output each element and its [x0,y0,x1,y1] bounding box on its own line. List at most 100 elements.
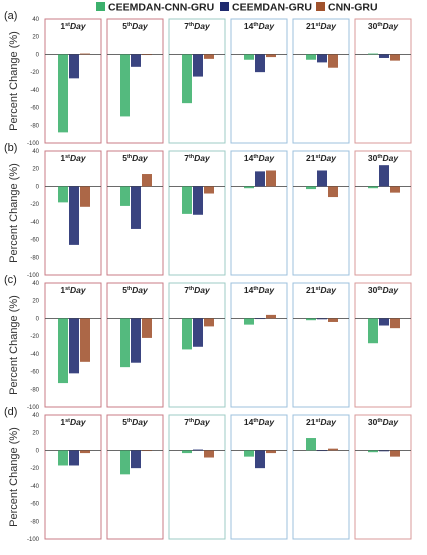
bar-ceemdan-gru [193,318,203,347]
panel-frame [44,282,102,408]
bar-cnn-gru [328,186,338,198]
bar-cnn-gru [80,53,90,55]
bar-ceemdan-cnn-gru [182,450,192,454]
panel-title: 1stDay [60,285,86,295]
bar-ceemdan-gru [317,54,327,63]
panel-title: 21stDay [306,21,337,31]
legend-swatch [316,2,325,11]
y-tick-label: 0 [36,52,40,58]
y-tick-label: 40 [32,17,39,23]
y-tick-label: 0 [36,184,40,190]
y-tick-label: -20 [30,466,39,472]
bar-ceemdan-gru [317,170,327,187]
y-tick-label: -60 [30,238,39,244]
legend-swatch [96,2,105,11]
y-axis-label: Percent Change (%) [8,31,20,131]
y-tick-label: -80 [30,255,39,261]
bar-cnn-gru [390,54,400,61]
bar-ceemdan-cnn-gru [368,53,378,55]
bar-ceemdan-cnn-gru [120,186,130,206]
bar-ceemdan-cnn-gru [306,186,316,190]
panel-frame [230,282,288,408]
bar-cnn-gru [328,54,338,68]
bar-ceemdan-gru [131,450,141,469]
bar-ceemdan-gru [69,186,79,245]
y-tick-label: -40 [30,352,39,358]
bar-ceemdan-cnn-gru [244,186,254,189]
y-axis-label: Percent Change (%) [8,427,20,527]
panel-title: 21stDay [306,153,337,163]
panel-title: 30thDay [368,21,400,31]
bar-cnn-gru [80,318,90,362]
panel-frame [168,282,226,408]
bar-ceemdan-gru [317,450,327,452]
bar-ceemdan-gru [69,318,79,374]
bar-ceemdan-cnn-gru [120,54,130,117]
bar-cnn-gru [390,318,400,329]
panel-title: 21stDay [306,417,337,427]
legend-label: CEEMDAN-GRU [232,2,312,14]
bar-cnn-gru [328,318,338,322]
bar-ceemdan-gru [255,450,265,469]
panel-frame [292,282,350,408]
y-tick-label: -60 [30,370,39,376]
bar-cnn-gru [204,318,214,327]
y-tick-label: -20 [30,70,39,76]
y-tick-label: -40 [30,88,39,94]
panel-title: 7thDay [184,417,211,427]
y-tick-label: 20 [32,299,39,305]
y-tick-label: -100 [27,141,40,147]
y-tick-label: -40 [30,220,39,226]
bar-cnn-gru [266,314,276,319]
panel-frame [168,414,226,540]
bar-ceemdan-cnn-gru [306,54,316,60]
bar-ceemdan-cnn-gru [244,450,254,457]
y-tick-label: 0 [36,448,40,454]
panel-frame [230,150,288,276]
panel-frame [292,414,350,540]
panel-frame [354,282,412,408]
panel-frame [106,282,164,408]
y-tick-label: 0 [36,316,40,322]
bar-ceemdan-cnn-gru [306,438,316,451]
bar-ceemdan-cnn-gru [306,318,316,321]
bar-ceemdan-gru [193,186,203,215]
y-tick-label: 40 [32,149,39,155]
bar-ceemdan-gru [255,318,265,320]
panel-title: 5thDay [122,417,149,427]
panel-frame [354,150,412,276]
y-tick-label: 20 [32,431,39,437]
bar-cnn-gru [142,54,152,56]
bar-ceemdan-cnn-gru [182,318,192,350]
panel-frame [44,150,102,276]
panel-frame [230,18,288,144]
y-tick-label: 20 [32,35,39,41]
bar-cnn-gru [266,54,276,58]
bar-ceemdan-gru [193,54,203,77]
panel-title: 14thDay [244,153,276,163]
bar-ceemdan-gru [193,449,203,451]
bar-ceemdan-cnn-gru [244,54,254,60]
panel-title: 21stDay [306,285,337,295]
row-label: (c) [4,274,17,286]
panel-title: 1stDay [60,153,86,163]
panel-title: 5thDay [122,153,149,163]
bar-cnn-gru [390,186,400,193]
panel-title: 7thDay [184,153,211,163]
bar-ceemdan-gru [379,318,389,326]
panel-frame [44,18,102,144]
y-tick-label: -60 [30,502,39,508]
y-tick-label: -100 [27,273,40,279]
bar-ceemdan-cnn-gru [58,186,68,203]
bar-ceemdan-gru [131,54,141,67]
legend-label: CEEMDAN-CNN-GRU [108,2,214,14]
bar-ceemdan-cnn-gru [368,450,378,453]
bar-ceemdan-cnn-gru [182,54,192,104]
bar-cnn-gru [390,450,400,457]
bar-cnn-gru [142,174,152,187]
y-tick-label: -20 [30,202,39,208]
panel-title: 1stDay [60,21,86,31]
row-label: (a) [4,10,17,22]
